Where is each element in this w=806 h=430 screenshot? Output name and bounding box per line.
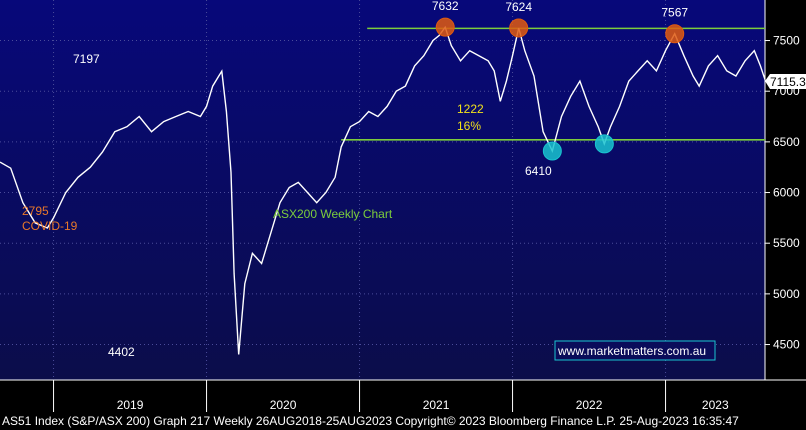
drop-pct-label: 16% <box>457 119 481 133</box>
last-value-tag: 7115.3 <box>765 74 806 89</box>
trough-marker <box>594 134 614 154</box>
trough-label: 6410 <box>525 164 552 178</box>
plot-background <box>0 0 765 380</box>
watermark: www.marketmatters.com.au <box>554 340 716 361</box>
level-lines <box>341 27 765 141</box>
y-tick-label: 5000 <box>773 287 800 301</box>
x-axis: 2019 2020 2021 2022 2023 <box>0 379 806 412</box>
annotations: ASX200 Weekly Chart 7197 4402 2795 COVID… <box>22 52 484 359</box>
peak-label: 7632 <box>432 0 459 13</box>
y-tick-label: 5500 <box>773 236 800 250</box>
y-tick-label: 6500 <box>773 135 800 149</box>
markers: 7632 7624 7567 6410 <box>432 0 689 178</box>
x-tick-label: 2023 <box>702 398 729 412</box>
peak-marker <box>509 18 529 38</box>
low-2020-label: 4402 <box>108 345 135 359</box>
covid-label: COVID-19 <box>22 219 78 233</box>
watermark-text: www.marketmatters.com.au <box>557 344 706 358</box>
series-line <box>0 25 766 355</box>
covid-points-label: 2795 <box>22 204 49 218</box>
trough-marker <box>542 141 562 161</box>
y-tick-label: 4500 <box>773 338 800 352</box>
x-tick-label: 2021 <box>423 398 450 412</box>
x-tick-label: 2019 <box>117 398 144 412</box>
peak-label: 7624 <box>505 0 532 14</box>
chart-title: ASX200 Weekly Chart <box>273 207 393 221</box>
high-2020-label: 7197 <box>73 52 100 66</box>
last-value-text: 7115.3 <box>770 75 806 89</box>
x-tick-label: 2022 <box>576 398 603 412</box>
peak-marker <box>665 24 685 44</box>
price-series <box>0 25 766 355</box>
peak-label: 7567 <box>661 6 688 20</box>
x-tick-label: 2020 <box>270 398 297 412</box>
peak-marker <box>435 17 455 37</box>
drop-points-label: 1222 <box>457 102 484 116</box>
grid <box>0 0 765 380</box>
y-tick-label: 7500 <box>773 34 800 48</box>
y-tick-label: 6000 <box>773 186 800 200</box>
footer: AS51 Index (S&P/ASX 200) Graph 217 Weekl… <box>0 412 806 430</box>
